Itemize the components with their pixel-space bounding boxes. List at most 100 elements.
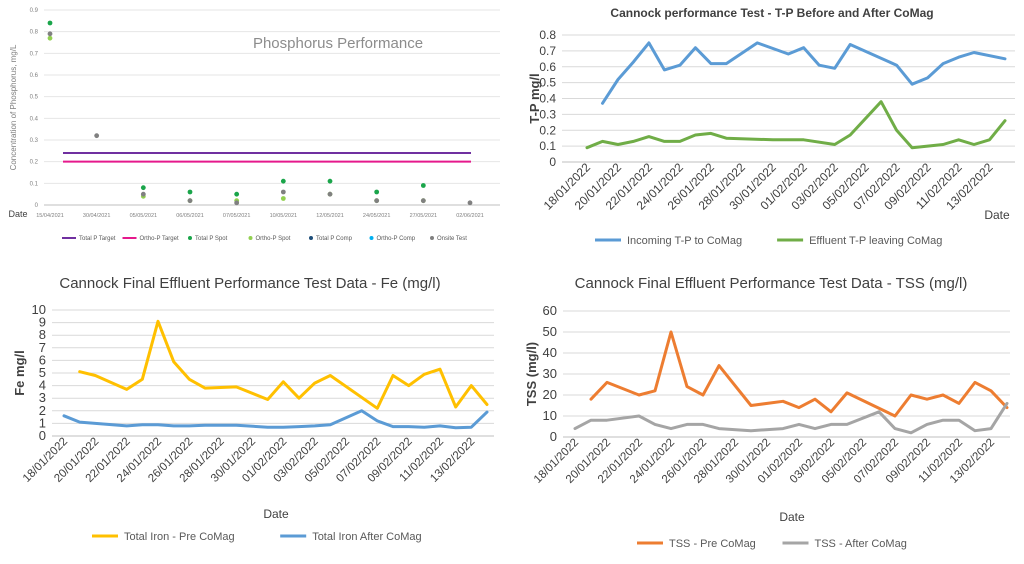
legend-label: TSS - Pre CoMag (669, 538, 756, 550)
y-tick-label: 0.8 (539, 28, 556, 42)
series-line (585, 100, 1007, 150)
y-tick-label: 40 (543, 345, 557, 360)
tp-chart-panel: 0 0.1 0.2 0.3 0.4 0.5 0.6 0.7 0.8 Cannock perform… (515, 0, 1024, 255)
series-line (573, 401, 1009, 435)
y-tick-label: 0.6 (30, 73, 39, 79)
x-tick-label: 30/04/2021 (83, 213, 111, 219)
series-line (62, 409, 489, 430)
legend-label: Total P Comp (316, 236, 353, 242)
chart-title: Cannock performance Test - T-P Before an… (610, 6, 933, 20)
chart-title: Cannock Final Effluent Performance Test … (59, 275, 440, 292)
legend-label: TSS - After CoMag (815, 538, 907, 550)
y-tick-label: 0.2 (539, 123, 556, 137)
data-point (94, 133, 100, 139)
x-tick-label: 07/05/2021 (223, 213, 251, 219)
data-point (187, 189, 193, 195)
chart-title: Cannock Final Effluent Performance Test … (575, 275, 968, 292)
legend-swatch (248, 236, 253, 240)
data-point (187, 198, 193, 204)
tss-chart-panel: 0 10 20 30 40 50 60 Cannock Final Effluent Perf… (515, 262, 1024, 559)
legend-swatch (430, 236, 434, 240)
legend-label: Total Iron After CoMag (312, 531, 421, 543)
chart-title: Phosphorus Performance (253, 35, 423, 52)
legend-label: Onsite Test (437, 236, 467, 242)
y-tick-label: 0.7 (539, 44, 556, 58)
x-axis-label: Date (779, 510, 805, 524)
y-tick-label: 5 (39, 365, 46, 380)
data-point (140, 185, 146, 191)
data-point (420, 198, 426, 204)
legend-swatch (369, 236, 374, 240)
x-tick-label: 15/04/2021 (36, 213, 64, 219)
legend-label: Incoming T-P to CoMag (627, 235, 742, 247)
tp-chart: 0 0.1 0.2 0.30.4 0.5 0.6 0.7 0.8 Cannock perform… (527, 6, 1015, 247)
data-point (234, 200, 240, 206)
y-tick-label: 0.4 (30, 116, 39, 122)
x-axis-label: Date (263, 507, 289, 521)
y-tick-label: 2 (39, 403, 46, 418)
y-tick-label: 1 (39, 415, 46, 430)
x-tick-label: 02/06/2021 (456, 213, 484, 219)
y-tick-label: 0.8 (30, 30, 39, 36)
x-axis-label: Date (984, 208, 1010, 222)
y-tick-label: 10 (543, 408, 557, 423)
y-tick-label: 0 (39, 428, 46, 443)
y-tick-label: 4 (39, 378, 46, 393)
data-point (47, 20, 53, 26)
data-point (47, 35, 53, 41)
data-point (280, 196, 286, 201)
x-tick-label: 05/05/2021 (130, 213, 158, 219)
y-tick-label: 30 (543, 366, 557, 381)
legend-label: Ortho-P Target (140, 236, 179, 242)
tss-chart: 0 10 20 30 40 50 60 Cannock Final Effluent Perf… (524, 275, 1010, 550)
y-tick-label: 0.1 (30, 181, 39, 187)
legend-label: Effluent T-P leaving CoMag (809, 235, 942, 247)
data-point (327, 178, 333, 184)
y-axis-label: Fe mg/l (12, 350, 27, 396)
phosphorus-chart: 0 0.1 0.2 0.3 0.4 0.5 0.6 0.7 0.8 0.9 Concentratio… (8, 8, 500, 242)
data-point (47, 31, 53, 37)
legend-swatch (188, 236, 192, 240)
x-tick-label: 10/05/2021 (270, 213, 298, 219)
legend-label: Total P Spot (195, 236, 228, 242)
y-tick-label: 9 (39, 315, 46, 330)
y-tick-label: 0.9 (30, 8, 39, 14)
y-tick-label: 10 (32, 302, 46, 317)
data-point (467, 200, 473, 206)
y-tick-label: 6 (39, 352, 46, 367)
data-point (420, 183, 426, 188)
y-tick-label: 0.3 (539, 107, 556, 121)
y-tick-label: 0.2 (30, 160, 39, 166)
legend-label: Ortho-P Spot (256, 236, 291, 242)
legend-label: Total Iron - Pre CoMag (124, 531, 235, 543)
y-tick-label: 60 (543, 303, 557, 318)
data-point (140, 191, 146, 197)
y-tick-label: 3 (39, 390, 46, 405)
x-tick-label: 12/05/2021 (316, 213, 344, 219)
y-tick-label: 0.5 (30, 95, 39, 101)
x-tick-label: 24/05/2021 (363, 213, 391, 219)
y-tick-label: 0.5 (539, 76, 556, 90)
series-line (78, 319, 489, 410)
y-tick-label: 0.6 (539, 60, 556, 74)
y-axis-label: T-P mg/l (527, 73, 542, 123)
legend-label: Ortho-P Comp (377, 236, 416, 242)
y-axis-label: Concentration of Phosphorus, mg/L (9, 44, 18, 170)
y-tick-label: 0.4 (539, 92, 556, 106)
y-tick-label: 20 (543, 387, 557, 402)
x-tick-label: 27/05/2021 (410, 213, 438, 219)
y-tick-label: 50 (543, 324, 557, 339)
data-point (280, 178, 286, 184)
y-tick-label: 0 (549, 155, 556, 169)
y-axis-label: TSS (mg/l) (524, 342, 539, 406)
y-tick-label: 0.3 (30, 138, 39, 144)
fe-chart-panel: 0 1 2 3 4 5 6 7 8 9 10 Cannock Final Effluent Perfo… (0, 262, 505, 559)
phosphorus-chart-panel: 0 0.1 0.2 0.3 0.4 0.5 0.6 0.7 0.8 0.9 Concentratio… (0, 0, 505, 250)
x-axis-label: Date (8, 209, 27, 219)
data-point (374, 198, 380, 204)
data-point (374, 189, 380, 195)
data-point (234, 191, 240, 197)
series-line (589, 330, 1009, 418)
y-tick-label: 0.7 (30, 51, 39, 57)
